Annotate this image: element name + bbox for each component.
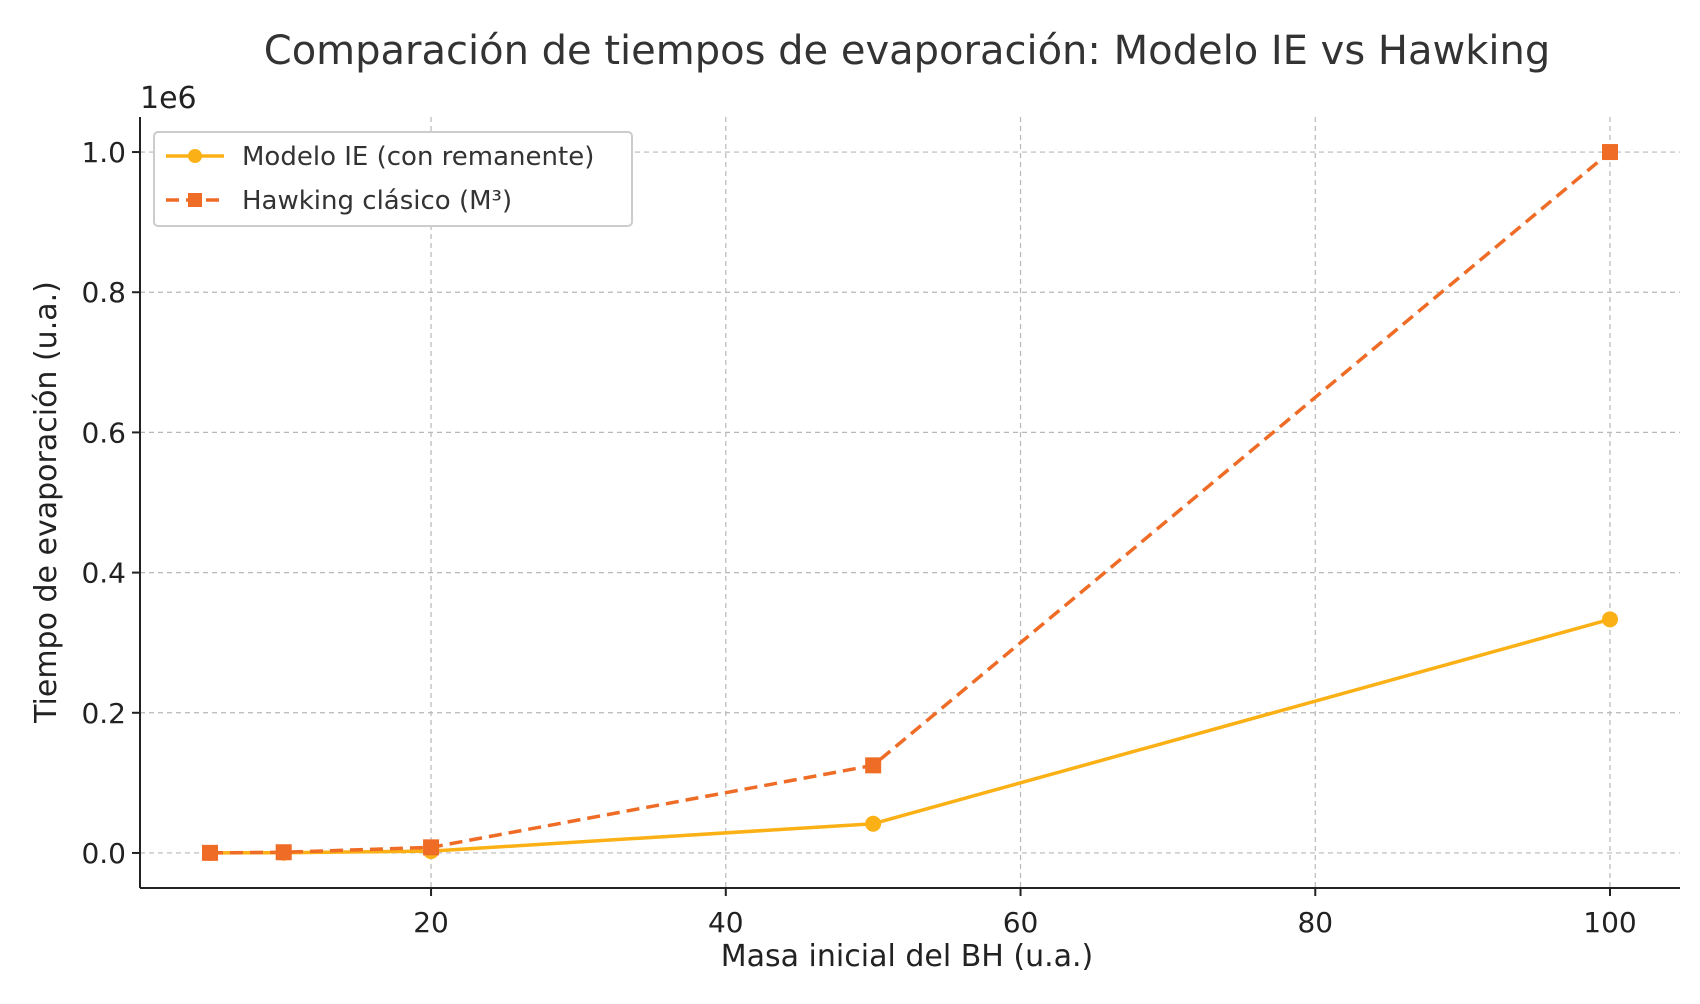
data-point (865, 815, 882, 832)
y-axis-offset-label: 1e6 (140, 81, 197, 116)
data-point (1602, 144, 1618, 161)
data-point (275, 844, 292, 861)
series-line-1 (209, 617, 1611, 855)
y-tick-label: 0.6 (81, 416, 126, 449)
grid (140, 117, 1680, 888)
x-tick-label: 20 (413, 906, 449, 939)
y-tick-label: 0.0 (81, 837, 126, 870)
y-axis-label: Tiempo de evaporación (u.a.) (29, 281, 64, 724)
data-point (202, 844, 218, 861)
y-tick-label: 0.2 (81, 697, 126, 730)
legend-marker-2 (188, 193, 202, 207)
data-point (865, 757, 882, 774)
legend-label-1: Modelo IE (con remanente) (242, 142, 594, 172)
series-lines (202, 144, 1618, 861)
x-tick-label: 40 (708, 906, 744, 939)
x-tick-label: 100 (1583, 906, 1636, 939)
legend-box (153, 131, 633, 227)
chart-title: Comparación de tiempos de evaporación: M… (264, 28, 1550, 74)
tick-labels: 20 40 60 80 100 0.0 0.2 0.4 0.6 0.8 1.0 (81, 136, 1636, 939)
axes (139, 117, 1680, 889)
series-line-2 (209, 150, 1612, 855)
y-tick-label: 0.4 (81, 557, 126, 590)
legend-label-2: Hawking clásico (M³) (242, 186, 512, 216)
data-point (423, 839, 440, 856)
y-tick-label: 1.0 (81, 136, 126, 169)
data-point (1602, 611, 1618, 628)
x-axis-label: Masa inicial del BH (u.a.) (721, 939, 1094, 974)
legend-marker-1 (188, 149, 202, 163)
y-tick-label: 0.8 (81, 276, 126, 309)
legend: Modelo IE (con remanente) Hawking clásico… (153, 131, 633, 227)
x-tick-label: 60 (1003, 906, 1039, 939)
x-tick-label: 80 (1297, 906, 1333, 939)
